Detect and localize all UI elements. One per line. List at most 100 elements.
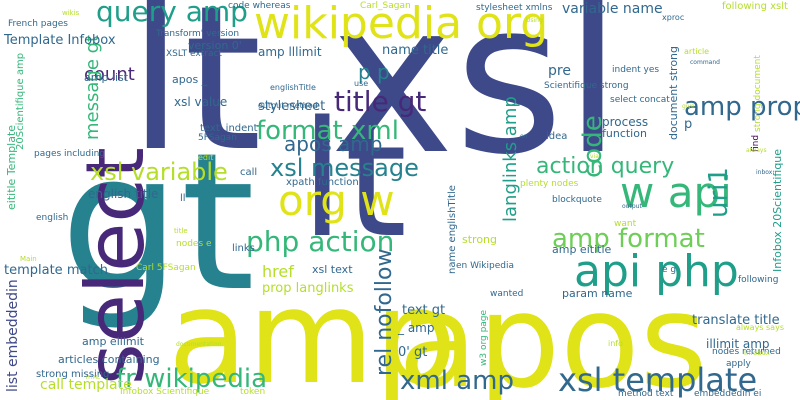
- word-action-query: uri1: [704, 167, 734, 218]
- word-text-indent: text' indent: [200, 123, 258, 134]
- word-text-gt: text gt: [402, 303, 446, 318]
- word-e-g: e g: [662, 265, 677, 275]
- word-en-wikipedia: en Wikipedia: [456, 261, 514, 271]
- word-use: use: [354, 79, 369, 88]
- word-pages-including: pages including: [34, 149, 106, 159]
- word-langlinks-amp: Template Infobox: [4, 33, 116, 48]
- word-xproc: xproc: [662, 13, 685, 22]
- word-0-gt: 0' gt: [398, 345, 428, 360]
- word-main: Main: [20, 255, 37, 263]
- word-title-gt: xsl variable: [90, 158, 228, 186]
- word-variable-name: name title: [382, 43, 449, 58]
- word-param-name: param name: [562, 287, 633, 300]
- word-5fsagan: 5FSagan: [198, 133, 237, 143]
- word-wikis: wikis: [62, 9, 80, 17]
- word-strong: strong: [462, 233, 498, 246]
- word-translate-title: translate title: [692, 313, 780, 328]
- word-infobox: Infobox: [744, 349, 770, 357]
- word-href: href: [262, 262, 294, 281]
- word-give: give: [682, 103, 695, 110]
- word-idea: idea: [546, 131, 568, 142]
- word-p-p: title gt: [334, 85, 427, 118]
- word-output-method: output method: [258, 101, 318, 110]
- word-strong-missing: strong missing: [36, 369, 110, 380]
- word-amp-eititle: amp eititle: [552, 243, 612, 256]
- word-p: amp prop: [684, 92, 800, 122]
- word-stylesheet-xmlns: stylesheet xmlns: [476, 3, 553, 13]
- word-indent-yes: indent yes: [612, 65, 660, 75]
- word-want: want: [614, 219, 637, 229]
- word-gt: gt: [60, 112, 256, 333]
- word-always-says: always says: [736, 323, 784, 332]
- word-w-api: w api: [620, 168, 732, 217]
- word-apos: apos: [398, 265, 708, 400]
- word-carl-sagan: Carl_Sagan: [360, 1, 411, 11]
- word-using: Using: [526, 17, 543, 24]
- word-info: info: [608, 339, 624, 348]
- word-following: following: [738, 275, 779, 285]
- word-xsl-variable: amp format: [552, 224, 705, 254]
- word-process: process: [602, 115, 649, 129]
- word-xpath-function: xpath function: [286, 177, 359, 188]
- word-wikipedia-org: wikipedia org: [254, 0, 549, 49]
- word-french-pages: French pages: [8, 19, 68, 29]
- word-infobox-20scientifique: Infobox 20Scientifique: [771, 148, 784, 272]
- word-ll: ll: [180, 193, 186, 204]
- word-list-embeddedin: list embeddedin: [5, 279, 21, 392]
- word-amp-eilimit: amp eilimit: [82, 335, 144, 348]
- word-nodes-e: nodes e: [176, 239, 212, 249]
- word-wanted: wanted: [490, 289, 524, 299]
- word-underscore-amp: _ amp: [398, 321, 435, 335]
- word-count: message gt: [82, 34, 103, 140]
- word-infobox-scientifique: Infobox Scientifique: [120, 387, 210, 397]
- word-apos-amp: xsl message: [270, 154, 419, 182]
- word-stylesheet: stylesheet: [258, 99, 326, 114]
- word-plenty-nodes: plenty nodes: [520, 179, 579, 189]
- word-w3-org-page: w3 org page: [479, 309, 489, 366]
- word-blockquote: blockquote: [552, 195, 602, 205]
- word-format-xml: format xml: [256, 116, 399, 146]
- word-scientifique-strong: Scientifique strong: [544, 81, 629, 91]
- word-english-title: english title: [88, 187, 159, 201]
- word-org-w: org w: [278, 176, 395, 225]
- word-amp: amp: [168, 261, 457, 400]
- word-documentation: documentation: [176, 341, 222, 348]
- word-name-title: p: [684, 117, 693, 132]
- word-englishtitle: englishTitle: [270, 83, 316, 92]
- word-nodes-returned: nodes returned: [712, 347, 781, 357]
- word-always: always: [746, 147, 767, 154]
- word-api-php: api php: [574, 246, 739, 297]
- word-output: output: [622, 203, 642, 210]
- word-illimit-amp: illimit amp: [706, 337, 770, 351]
- word-xslt-extract: XSLT extract: [166, 49, 222, 59]
- word-xsl-template: xsl template: [558, 361, 758, 399]
- word-amp-lllimit: amp lllimit: [258, 45, 322, 59]
- word-strong-document: strong document: [753, 55, 763, 132]
- word-english: english: [36, 213, 69, 223]
- word-template-infobox: variable name: [562, 1, 663, 17]
- word-call: call: [240, 167, 258, 178]
- word-code: p p: [358, 60, 390, 84]
- word-query-amp: query amp: [96, 0, 248, 28]
- word-xsl-value: xsl value: [174, 95, 228, 109]
- word-template-match: template match: [4, 263, 108, 278]
- word-20scientifique-amp: 20Scientifique amp: [15, 52, 26, 150]
- word-amp-prop: apos amp: [284, 132, 383, 156]
- word-transform-version: Transform' version: [156, 29, 240, 39]
- word-xsl-message: action query: [536, 154, 675, 179]
- word-lt-large: lt: [128, 0, 262, 196]
- word-edit: edit: [198, 153, 214, 162]
- word-html: HTML: [86, 375, 100, 381]
- word-php-action: php action: [246, 225, 395, 258]
- word-xml-amp: xml amp: [400, 366, 514, 396]
- word-lt-second: lt: [300, 86, 408, 273]
- word-fr-wikipedia: fr wikipedia: [116, 364, 268, 394]
- word-amp-list: amp list: [84, 71, 129, 84]
- word-pre: pre: [548, 63, 571, 79]
- word-version-0: version 0': [188, 39, 242, 52]
- word-following-xslt: following xslt: [722, 1, 788, 12]
- word-call-template: call template: [40, 377, 132, 393]
- word-rel-nofollow: langlinks amp: [500, 96, 521, 222]
- word-function: function: [602, 127, 647, 140]
